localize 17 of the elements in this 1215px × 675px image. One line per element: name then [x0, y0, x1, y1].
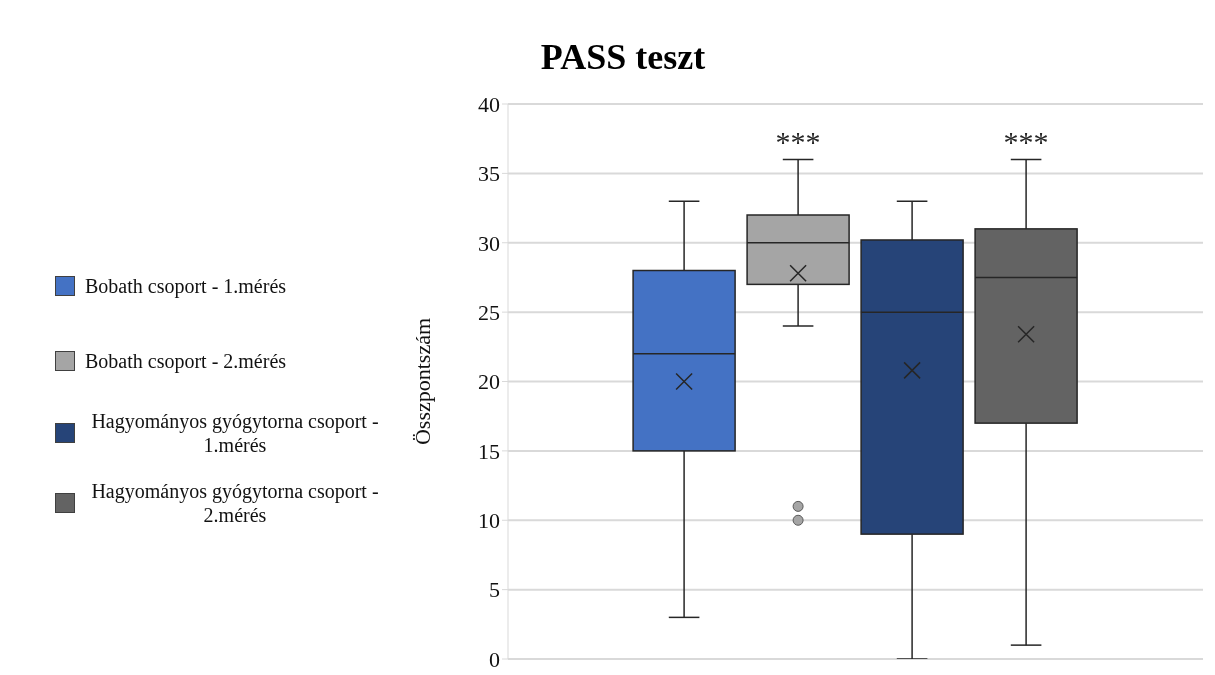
y-tick-label: 40	[478, 91, 500, 117]
y-tick-label: 5	[489, 577, 500, 603]
annotation: ***	[775, 124, 821, 158]
y-tick-label: 35	[478, 161, 500, 187]
y-tick-label: 15	[478, 438, 500, 464]
legend-label: Bobath csoport - 2.mérés	[85, 348, 287, 373]
chart-title: PASS teszt	[539, 36, 707, 78]
y-axis-title: Összpontszám	[409, 317, 435, 446]
y-tick-label: 0	[489, 646, 500, 672]
y-tick-label: 25	[478, 299, 500, 325]
annotation: ***	[1003, 124, 1049, 158]
legend-label: Bobath csoport - 1.mérés	[85, 273, 287, 298]
legend-label: Hagyományos gyógytorna csoport - 2.mérés	[90, 479, 380, 527]
y-tick-label: 30	[478, 230, 500, 256]
y-tick-label: 20	[478, 369, 500, 395]
legend-label: Hagyományos gyógytorna csoport - 1.mérés	[90, 409, 380, 457]
y-tick-label: 10	[478, 508, 500, 534]
